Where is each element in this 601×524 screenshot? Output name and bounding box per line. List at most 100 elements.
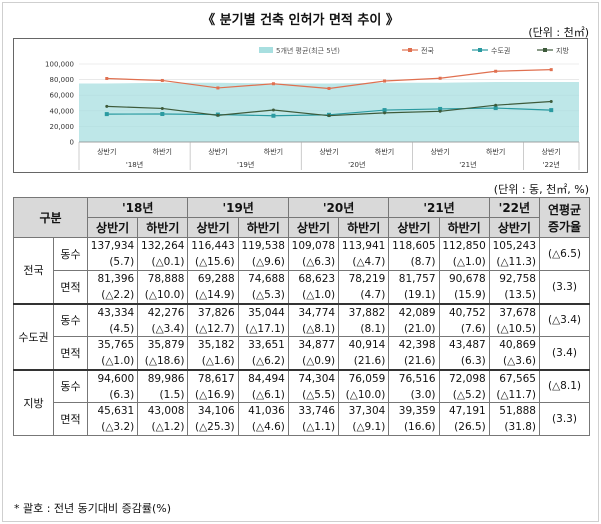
data-cell: 92,758 (13.5): [488, 270, 541, 304]
cell-change: (21.0): [403, 322, 436, 335]
data-cell: 116,443 (△15.6): [187, 237, 239, 271]
cell-value: 42,089: [398, 306, 436, 319]
cell-change: (△1.6): [201, 355, 235, 367]
cell-value: 84,494: [248, 372, 285, 385]
cell-change: (21.6): [403, 355, 436, 367]
cell-change: (△6.2): [251, 355, 285, 367]
cell-change: (△10.0): [144, 289, 185, 301]
data-cell: 105,243 (△11.3): [488, 237, 541, 271]
series-point: [271, 113, 276, 118]
cell-change: (△4.7): [352, 256, 386, 268]
cell-change: (△1.0): [302, 289, 336, 301]
cell-change: (△25.3): [195, 421, 235, 433]
data-cell: 113,941 (△4.7): [338, 237, 390, 271]
data-cell: 42,276 (△3.4): [137, 302, 189, 337]
cell-change: (8.7): [410, 256, 436, 268]
data-cell: 47,191 (26.5): [438, 402, 490, 436]
cell-value: 76,516: [398, 372, 436, 385]
data-cell: 78,219 (4.7): [338, 270, 390, 304]
cell-change: (△6.1): [251, 388, 285, 401]
data-cell: 68,623 (△1.0): [287, 270, 340, 304]
cell-change: (△8.1): [302, 322, 336, 335]
y-tick-label: 60,000: [50, 92, 75, 100]
cell-value: 89,986: [147, 372, 185, 385]
data-cell: 67,565 (△11.7): [488, 368, 541, 403]
data-cell: 43,334 (4.5): [86, 302, 139, 337]
series-point: [160, 106, 164, 110]
cell-change: (4.7): [360, 289, 386, 301]
line-chart: 5개년 평균(최근 5년) 전국 수도권 지방 100,000 80,000 60,000 4…: [45, 46, 580, 170]
cell-value: 33,651: [248, 339, 285, 351]
cell-change: (△0.1): [151, 256, 185, 268]
data-cell: 74,688 (△5.3): [237, 270, 289, 304]
table-row: 면적 45,631 (△3.2) 43,008 (△1.2) 34,106 (△25.3) 4…: [14, 402, 590, 436]
cell-value: 81,396: [97, 273, 135, 285]
cell-change: (△1.2): [151, 421, 185, 433]
cell-change: (△4.6): [251, 421, 285, 433]
cell-value: 113,941: [341, 240, 386, 252]
permit-table: 구분 '18년 '19년 '20년 '21년 '22년 연평균 증가율 상반기 하…: [13, 197, 590, 436]
legend-label: 수도권: [491, 47, 510, 55]
data-cell: 34,106 (△25.3): [187, 402, 239, 436]
cell-value: 37,678: [499, 306, 536, 319]
x-half-label: 하반기: [486, 147, 505, 156]
cell-change: (26.5): [454, 421, 486, 433]
header-half: 상반기: [388, 217, 440, 238]
region-label: 수도권: [13, 302, 54, 370]
data-cell: 89,986 (1.5): [137, 368, 189, 403]
cell-value: 43,334: [97, 306, 135, 319]
cell-value: 39,359: [398, 405, 436, 417]
x-year-label: '21년: [459, 160, 476, 169]
cell-value: 35,765: [97, 339, 135, 351]
data-cell: 109,078 (△6.3): [287, 237, 340, 271]
x-half-label: 하반기: [375, 147, 394, 156]
cell-change: (5.7): [109, 256, 135, 268]
cell-value: 35,182: [197, 339, 235, 351]
cell-change: (21.6): [353, 355, 386, 367]
x-half-label: 상반기: [430, 147, 449, 156]
growth-cell: (△3.4): [539, 302, 590, 337]
cell-change: (19.1): [403, 289, 436, 301]
data-cell: 35,044 (△17.1): [237, 302, 289, 337]
metric-label: 면적: [53, 402, 88, 436]
cell-value: 105,243: [492, 240, 536, 252]
cell-value: 47,191: [449, 405, 486, 417]
header-category: 구분: [13, 197, 88, 238]
series-point: [105, 104, 109, 108]
data-cell: 37,678 (△10.5): [488, 302, 541, 337]
header-year: '19년: [187, 197, 289, 218]
cell-value: 67,565: [499, 372, 536, 385]
cell-value: 37,882: [348, 306, 386, 319]
table-row: 면적 81,396 (△2.2) 78,888 (△10.0) 69,288 (△14.9)…: [14, 270, 590, 304]
table-row: 지방 동수 94,600 (6.3) 89,986 (1.5) 78,617 (△16.9) 8…: [13, 368, 590, 436]
header-half: 상반기: [287, 217, 340, 238]
cell-change: (4.5): [109, 322, 135, 335]
region-label: 지방: [13, 368, 54, 436]
metric-label: 동수: [53, 302, 88, 337]
header-year: '18년: [86, 197, 189, 218]
cell-value: 34,877: [298, 339, 336, 351]
cell-value: 78,219: [348, 273, 386, 285]
cell-value: 137,934: [90, 240, 135, 252]
cell-change: (△12.7): [195, 322, 235, 335]
data-cell: 132,264 (△0.1): [137, 237, 189, 271]
data-cell: 37,304 (△9.1): [338, 402, 390, 436]
cell-change: (△10.0): [345, 388, 386, 401]
cell-value: 40,869: [499, 339, 536, 351]
growth-cell: (3.3): [539, 402, 590, 436]
cell-value: 34,774: [298, 306, 336, 319]
data-cell: 40,752 (7.6): [438, 302, 490, 337]
cell-value: 94,600: [97, 372, 135, 385]
series-point: [549, 68, 553, 72]
data-cell: 81,396 (△2.2): [86, 270, 139, 304]
header-half: 상반기: [488, 217, 541, 238]
legend-marker: [478, 48, 482, 52]
cell-change: (△14.9): [195, 289, 235, 301]
header-growth-line1: 연평균: [547, 202, 582, 217]
header-half: 상반기: [187, 217, 239, 238]
cell-value: 43,008: [147, 405, 185, 417]
growth-cell: (△8.1): [539, 368, 590, 403]
cell-value: 51,888: [499, 405, 536, 417]
header-growth-line2: 증가율: [547, 219, 582, 234]
